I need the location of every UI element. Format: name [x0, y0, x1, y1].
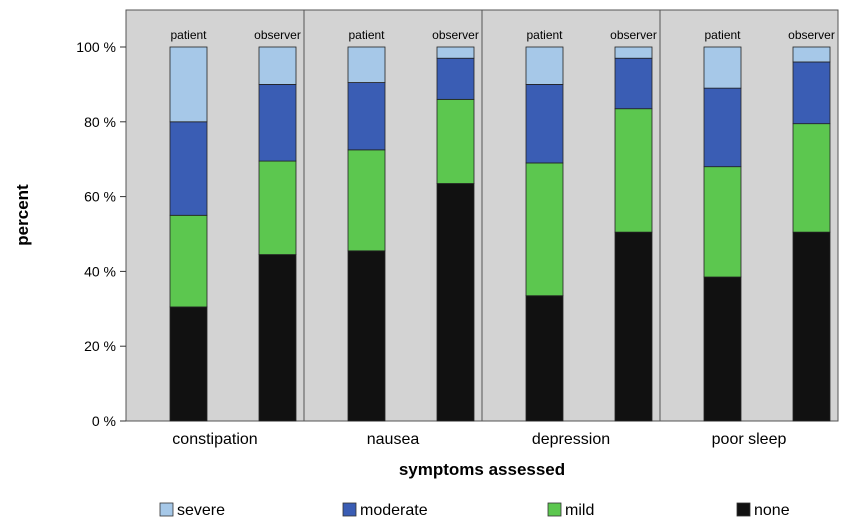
- y-axis: 0 % 20 % 40 % 60 % 80 % 100 %: [76, 39, 126, 429]
- y-tick-label: 0 %: [92, 413, 116, 429]
- bar-segment-moderate: [614, 57, 653, 110]
- bar-segment-none: [436, 183, 475, 422]
- bar-segment-none: [703, 276, 742, 422]
- bar-segment-none: [169, 306, 208, 422]
- bar-label: observer: [432, 28, 479, 42]
- bar-label: patient: [348, 28, 385, 42]
- bar-segment-mild: [436, 98, 475, 184]
- x-tick-label: constipation: [172, 431, 257, 448]
- bar-segment-severe: [703, 46, 742, 89]
- bar-segment-moderate: [436, 57, 475, 100]
- bar-segment-severe: [169, 46, 208, 123]
- bar-segment-mild: [258, 160, 297, 255]
- bar-segment-none: [525, 295, 564, 422]
- y-tick-label: 40 %: [84, 263, 116, 279]
- bar-segment-severe: [347, 46, 386, 83]
- legend-label-none: none: [754, 502, 790, 519]
- bar-segment-none: [347, 250, 386, 422]
- legend-label-mild: mild: [565, 502, 594, 519]
- y-tick-label: 60 %: [84, 189, 116, 205]
- legend-swatch-mild: [547, 502, 562, 517]
- bar-segment-moderate: [169, 121, 208, 216]
- x-axis: constipation nausea depression poor sleep: [172, 431, 786, 448]
- bar-label: patient: [170, 28, 207, 42]
- bar-segment-mild: [703, 166, 742, 278]
- bar-segment-moderate: [347, 82, 386, 151]
- bar-segment-severe: [792, 46, 831, 63]
- bar-label: patient: [704, 28, 741, 42]
- bar-segment-none: [614, 231, 653, 422]
- bar-segment-mild: [169, 214, 208, 308]
- bar-segment-moderate: [703, 87, 742, 168]
- bar-labels: patient observer patient observer patient obs…: [170, 28, 834, 42]
- bar-segment-mild: [347, 149, 386, 252]
- bar-segment-severe: [525, 46, 564, 85]
- legend-swatch-moderate: [342, 502, 357, 517]
- bar-segment-moderate: [258, 84, 297, 162]
- legend-swatch-none: [736, 502, 751, 517]
- bar-label: observer: [788, 28, 835, 42]
- legend-label-moderate: moderate: [360, 502, 428, 519]
- legend-swatch-severe: [159, 502, 174, 517]
- bar-segment-severe: [258, 46, 297, 85]
- bar-segment-none: [258, 254, 297, 422]
- bar-label: patient: [526, 28, 563, 42]
- bar-segment-severe: [436, 46, 475, 59]
- y-tick-label: 80 %: [84, 114, 116, 130]
- x-tick-label: nausea: [367, 431, 420, 448]
- bar-segment-moderate: [792, 61, 831, 125]
- x-axis-label: symptoms assessed: [399, 460, 565, 479]
- bar-segment-mild: [614, 108, 653, 233]
- bar-segment-severe: [614, 46, 653, 59]
- bar-segment-moderate: [525, 84, 564, 164]
- y-tick-label: 100 %: [76, 39, 116, 55]
- x-tick-label: poor sleep: [712, 431, 787, 448]
- legend-label-severe: severe: [177, 502, 225, 519]
- y-tick-label: 20 %: [84, 338, 116, 354]
- legend: severe moderate mild none: [159, 502, 790, 519]
- y-axis-label: percent: [13, 184, 32, 246]
- bar-segment-mild: [525, 162, 564, 297]
- bar-segment-none: [792, 231, 831, 422]
- bar-label: observer: [610, 28, 657, 42]
- x-tick-label: depression: [532, 431, 610, 448]
- group-dividers: [303, 10, 661, 421]
- bars: [169, 46, 831, 422]
- bar-label: observer: [254, 28, 301, 42]
- bar-segment-mild: [792, 123, 831, 233]
